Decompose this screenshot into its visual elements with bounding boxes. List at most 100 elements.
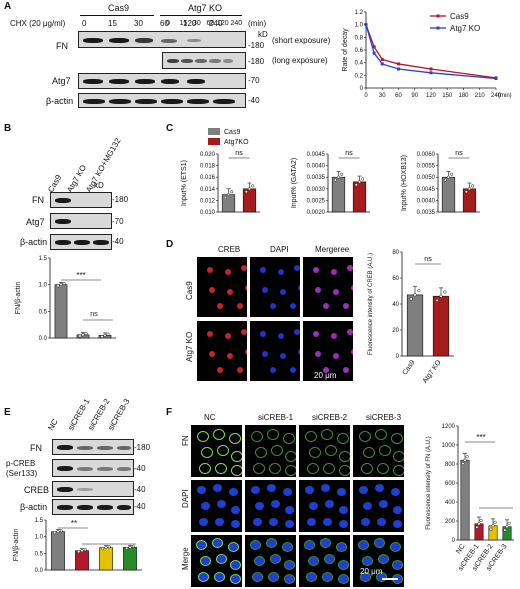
- scale-bar-label-f: 20 μm: [360, 567, 383, 576]
- series-point: [380, 58, 384, 61]
- series-point: [429, 71, 433, 75]
- nucleus: [231, 520, 240, 528]
- y-axis-label: FN/β-actin: [15, 282, 22, 315]
- sig-label-c: ns: [235, 150, 243, 157]
- fn-signal: [393, 451, 404, 462]
- y-tick-label: 0: [452, 538, 456, 544]
- nucleus: [285, 561, 294, 569]
- nucleus: [255, 502, 264, 510]
- time-label-cas9: 120: [183, 19, 197, 28]
- mw-40-b: -40: [112, 237, 124, 246]
- data-point: [56, 530, 60, 534]
- row-label-fn: FN: [56, 41, 68, 51]
- micrograph-merge: [298, 534, 351, 588]
- nucleus: [225, 269, 231, 275]
- blot-fn-long: [162, 52, 246, 69]
- col-label-f: siCREB-1: [258, 413, 294, 422]
- nucleus: [217, 367, 223, 373]
- fn-signal: [339, 465, 350, 476]
- fn-signal: [377, 463, 389, 474]
- blot-fn-e: [52, 439, 134, 455]
- data-point: [503, 528, 507, 532]
- legend-swatch-c: [208, 138, 220, 145]
- y-axis-label: Input% (GATA2): [291, 158, 298, 208]
- row-label-pcreb-site-e: (Ser133): [6, 469, 38, 478]
- data-point: [361, 177, 365, 181]
- x-tick-label: 240: [491, 93, 502, 99]
- fn-signal: [323, 463, 335, 474]
- nucleus: [241, 265, 247, 271]
- data-point: [125, 546, 129, 550]
- blot-atg7: [78, 73, 246, 89]
- nucleus: [245, 349, 247, 355]
- nucleus: [379, 500, 388, 508]
- y-tick-label: 0.0040: [417, 198, 436, 204]
- nucleus: [377, 573, 386, 581]
- nucleus: [323, 518, 332, 526]
- nucleus: [325, 500, 334, 508]
- fn-signal: [359, 431, 371, 442]
- data-point: [128, 545, 132, 549]
- x-axis-label: (min): [498, 93, 512, 99]
- y-tick-label: 0.0045: [417, 187, 436, 193]
- x-category-label: Atg7 KO: [422, 359, 443, 385]
- nucleus: [298, 285, 300, 291]
- micrograph-fn: [298, 424, 351, 478]
- fn-signal: [283, 433, 295, 444]
- micrograph-fn: [244, 424, 297, 478]
- data-point: [489, 527, 493, 531]
- data-point: [333, 178, 337, 182]
- micrograph-dapi: [298, 479, 351, 533]
- panel-letter-d: D: [166, 239, 174, 250]
- micrograph-merge: [302, 320, 354, 382]
- fn-signal: [307, 463, 319, 474]
- nucleus: [269, 573, 278, 581]
- nucleus: [283, 488, 292, 496]
- data-point: [439, 294, 443, 298]
- nucleus: [231, 561, 240, 569]
- data-point: [80, 549, 84, 553]
- blot-creb-e: [52, 481, 134, 497]
- blot-actin-b: [50, 234, 112, 250]
- y-tick-label: 0: [360, 86, 364, 92]
- chart-c-ets1: 0.010 0.012 0.014 0.016 0.018 0.020 Input% (ET…: [181, 128, 260, 216]
- nucleus: [393, 520, 402, 528]
- fn-signal: [199, 463, 211, 474]
- data-point: [62, 281, 66, 286]
- chart-b: 0.0 0.5 1.0 1.5 FN/β-actin *** ns: [15, 256, 116, 342]
- nucleus: [391, 488, 400, 496]
- nucleus: [215, 573, 224, 581]
- fn-signal: [269, 463, 281, 474]
- bar: [99, 547, 113, 571]
- y-tick-label: 0.0040: [307, 164, 326, 170]
- row-label-actin-b: β-actin: [20, 237, 48, 247]
- nucleus: [343, 303, 349, 309]
- bar: [331, 176, 346, 213]
- nucleus: [280, 289, 286, 295]
- group-cas9-line: [80, 15, 154, 16]
- y-tick-label: 0.0025: [307, 198, 326, 204]
- row-label-actin-e: β-actin: [20, 502, 48, 512]
- data-point: [230, 190, 234, 194]
- time-label-ko: 15: [179, 20, 188, 27]
- bar: [460, 459, 470, 541]
- fn-signal: [215, 463, 227, 474]
- y-tick-label: 1.2: [355, 10, 364, 16]
- time-unit: (min): [248, 19, 267, 28]
- series-point: [380, 62, 384, 66]
- scale-bar-label-d: 20 μm: [314, 371, 337, 380]
- y-tick-label: 80: [392, 250, 399, 256]
- group-cas9-label: Cas9: [108, 3, 130, 13]
- nucleus: [337, 543, 346, 551]
- series-point: [364, 23, 368, 27]
- group-ko-line: [160, 15, 242, 16]
- y-tick-label: 0.0060: [417, 152, 436, 158]
- decay-chart: 0 0.2 0.4 0.6 0.8 1.0 1.2 0 30 60 90 120 150 180 210 24…: [342, 10, 512, 99]
- nucleus: [231, 575, 240, 583]
- nucleus: [253, 518, 262, 526]
- fn-signal: [251, 431, 263, 442]
- series-point: [397, 67, 400, 71]
- data-point: [107, 545, 111, 549]
- data-point: [131, 544, 135, 548]
- data-point: [471, 184, 475, 188]
